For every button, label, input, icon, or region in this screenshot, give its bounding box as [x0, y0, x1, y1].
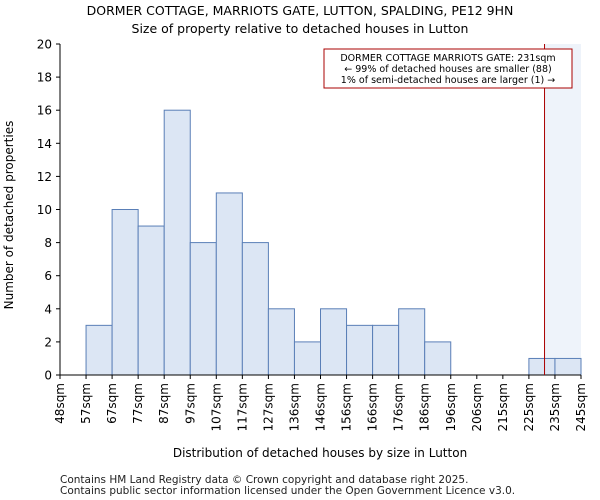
x-tick-label: 176sqm	[392, 383, 406, 431]
x-tick-label: 245sqm	[574, 383, 588, 431]
chart-title: DORMER COTTAGE, MARRIOTS GATE, LUTTON, S…	[86, 3, 514, 18]
bar-186sqm	[424, 341, 452, 376]
y-tick-label: 8	[44, 236, 52, 250]
y-axis-label: Number of detached properties	[2, 121, 16, 310]
x-tick-label: 146sqm	[314, 383, 328, 431]
x-tick-label: 156sqm	[340, 383, 354, 431]
x-tick-label: 117sqm	[235, 383, 249, 431]
x-tick-label: 136sqm	[287, 383, 301, 431]
x-tick-label: 48sqm	[53, 383, 67, 424]
chart-subtitle: Size of property relative to detached ho…	[131, 21, 469, 36]
bar-97sqm	[189, 242, 217, 376]
x-tick-label: 196sqm	[444, 383, 458, 431]
y-tick-label: 12	[37, 170, 52, 184]
x-tick-label: 67sqm	[105, 383, 119, 424]
bar-77sqm	[137, 225, 165, 376]
x-tick-label: 97sqm	[183, 383, 197, 424]
y-tick-label: 0	[44, 369, 52, 383]
highlight-region	[544, 44, 581, 375]
bar-225sqm	[528, 357, 556, 376]
y-tick-label: 4	[44, 302, 52, 316]
bar-235sqm	[554, 357, 582, 376]
y-tick-label: 2	[44, 335, 52, 349]
y-tick-label: 6	[44, 269, 52, 283]
x-tick-label: 107sqm	[209, 383, 223, 431]
x-axis-ticks: 48sqm 57sqm 67sqm 77sqm 87sqm 97sqm 107sqm 117s…	[53, 375, 588, 431]
bar-146sqm	[320, 308, 348, 376]
x-tick-label: 225sqm	[522, 383, 536, 431]
x-tick-label: 206sqm	[470, 383, 484, 431]
bars-group	[85, 44, 582, 376]
footer-licence: Contains public sector information licen…	[60, 485, 516, 497]
footer-copyright: Contains HM Land Registry data © Crown c…	[60, 474, 469, 486]
bar-136sqm	[293, 341, 322, 376]
annotation-line-2: ← 99% of detached houses are smaller (88…	[344, 64, 551, 75]
x-tick-label: 127sqm	[261, 383, 275, 431]
bar-117sqm	[241, 242, 269, 376]
y-tick-label: 18	[37, 71, 52, 85]
y-tick-label: 10	[37, 203, 52, 217]
bar-57sqm	[85, 324, 113, 376]
annotation-line-3: 1% of semi-detached houses are larger (1…	[341, 75, 555, 86]
bar-87sqm	[163, 109, 191, 376]
bar-176sqm	[398, 308, 426, 376]
y-tick-label: 16	[37, 104, 52, 118]
x-axis-label: Distribution of detached houses by size …	[173, 446, 467, 460]
y-tick-label: 14	[37, 137, 52, 151]
x-tick-label: 215sqm	[496, 383, 510, 431]
bar-127sqm	[267, 308, 295, 376]
annotation-line-1: DORMER COTTAGE MARRIOTS GATE: 231sqm	[340, 53, 555, 64]
x-tick-label: 235sqm	[548, 383, 562, 431]
bar-67sqm	[111, 209, 139, 376]
annotation-box: DORMER COTTAGE MARRIOTS GATE: 231sqm ← 9…	[323, 48, 573, 89]
x-tick-label: 77sqm	[131, 383, 145, 424]
x-tick-label: 57sqm	[79, 383, 93, 424]
bar-166sqm	[372, 324, 400, 376]
x-tick-label: 166sqm	[366, 383, 380, 431]
x-tick-label: 87sqm	[157, 383, 171, 424]
y-axis-ticks: 0 2 4 6 8 10 12 14 16 18 20	[37, 38, 60, 383]
y-tick-label: 20	[37, 38, 52, 52]
x-tick-label: 186sqm	[418, 383, 432, 431]
bar-156sqm	[346, 324, 374, 376]
bar-107sqm	[215, 192, 243, 376]
